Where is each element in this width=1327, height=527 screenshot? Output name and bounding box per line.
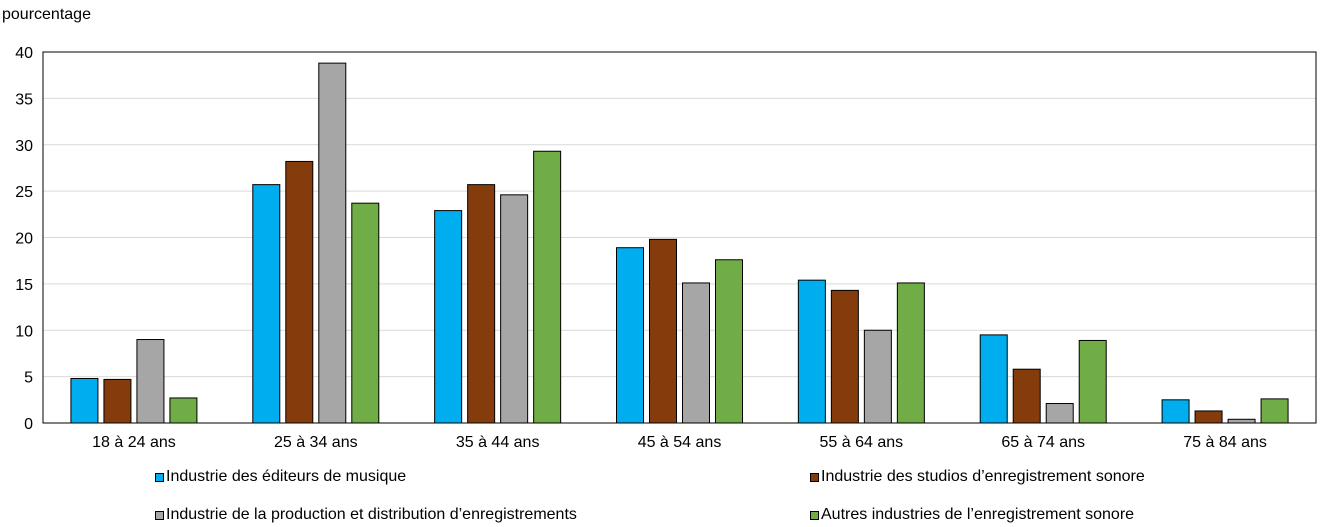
bar — [1078, 339, 1107, 424]
x-tick-label: 18 à 24 ans — [92, 434, 176, 451]
bar — [682, 282, 710, 424]
x-tick-label: 75 à 84 ans — [1183, 434, 1267, 451]
y-tick-label: 10 — [15, 323, 33, 340]
bar — [979, 334, 1008, 424]
bar — [715, 259, 743, 424]
bar — [533, 150, 562, 424]
y-axis-title: pourcentage — [2, 6, 91, 23]
bar — [797, 279, 826, 424]
bar — [1161, 399, 1190, 424]
bar — [896, 282, 925, 424]
bar — [136, 339, 165, 424]
legend-label: Industrie des studios d’enregistrement s… — [821, 468, 1145, 485]
x-tick-label: 35 à 44 ans — [456, 434, 540, 451]
y-tick-label: 35 — [15, 91, 33, 108]
plot-area-border — [42, 51, 1317, 424]
bar — [500, 194, 529, 424]
legend-label: Autres industries de l’enregistrement so… — [821, 506, 1135, 523]
axes — [42, 51, 1317, 424]
bar — [616, 247, 644, 424]
bars — [70, 62, 1289, 424]
legend-swatch — [155, 510, 164, 520]
legend-item-production: Industrie de la production et distributi… — [155, 506, 577, 524]
y-tick-label: 0 — [24, 416, 33, 433]
x-tick-label: 55 à 64 ans — [820, 434, 904, 451]
y-tick-label: 25 — [15, 184, 33, 201]
y-tick-label: 15 — [15, 277, 33, 294]
legend-swatch — [155, 472, 164, 482]
bar — [1260, 398, 1289, 424]
bar — [318, 62, 347, 424]
y-tick-label: 20 — [15, 231, 33, 248]
gridlines — [43, 51, 1316, 378]
y-tick-labels: 0 5 10 15 20 25 30 35 40 — [15, 45, 33, 433]
bar — [169, 397, 198, 424]
y-tick-label: 5 — [24, 370, 33, 387]
x-tick-label: 65 à 74 ans — [1001, 434, 1085, 451]
bar — [1012, 368, 1041, 424]
legend-item-studios: Industrie des studios d’enregistrement s… — [810, 468, 1145, 486]
legend-swatch — [810, 472, 819, 482]
bar — [649, 238, 677, 424]
bar — [467, 184, 496, 424]
legend-label: Industrie de la production et distributi… — [166, 506, 577, 523]
y-tick-label: 30 — [15, 138, 33, 155]
bar — [103, 378, 132, 424]
y-tick-label: 40 — [15, 45, 33, 62]
bar — [70, 377, 99, 424]
bar — [1227, 418, 1256, 424]
bar — [285, 160, 314, 424]
x-tick-label: 25 à 34 ans — [274, 434, 358, 451]
legend-swatch — [810, 510, 819, 520]
x-tick-labels: 18 à 24 ans 25 à 34 ans 35 à 44 ans 45 à 54… — [92, 434, 1267, 451]
bar — [1045, 403, 1074, 424]
legend-item-editeurs: Industrie des éditeurs de musique — [155, 468, 406, 486]
bar — [351, 202, 380, 424]
bar — [434, 210, 463, 424]
bar — [1194, 410, 1223, 424]
legend-item-autres: Autres industries de l’enregistrement so… — [810, 506, 1134, 524]
bar — [863, 329, 892, 424]
x-tick-label: 45 à 54 ans — [638, 434, 722, 451]
bar — [252, 184, 281, 424]
bar — [830, 289, 859, 424]
legend-label: Industrie des éditeurs de musique — [166, 468, 407, 485]
